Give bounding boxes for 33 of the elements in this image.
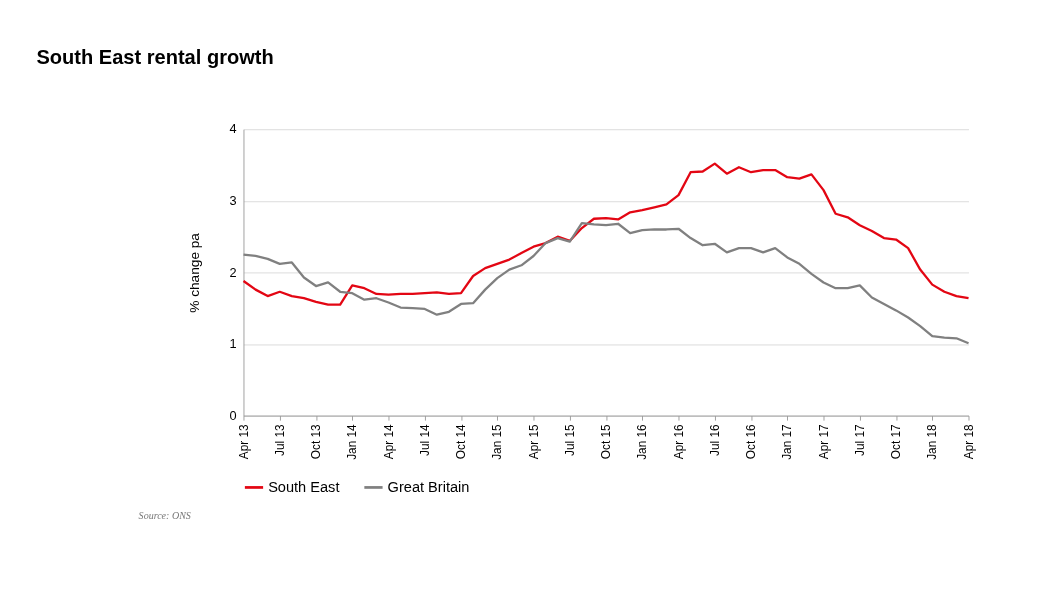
x-tick-label: Oct 15 [599, 423, 614, 460]
x-tick-label: Apr 18 [961, 423, 976, 460]
legend-label: Great Britain [387, 479, 470, 495]
y-tick-label: 1 [229, 336, 237, 352]
x-tick-label: Oct 14 [454, 423, 469, 460]
x-tick-label: Jan 16 [635, 423, 650, 460]
y-tick-label: 4 [229, 121, 237, 137]
x-tick-label: Jan 14 [345, 423, 360, 460]
x-tick-label: Jul 13 [272, 423, 287, 456]
x-tick-label: Jan 18 [925, 423, 940, 460]
line-series [242, 162, 970, 306]
x-tick-label: Jul 14 [417, 423, 432, 456]
source-note: Source: ONS [138, 509, 191, 521]
y-tick-label: 3 [229, 192, 237, 208]
x-tick-label: Oct 17 [889, 424, 904, 460]
x-tick-label: Oct 16 [744, 423, 759, 460]
x-tick-label: Apr 17 [816, 424, 831, 460]
x-tick-label: Apr 14 [381, 423, 396, 460]
x-tick-label: Jan 17 [780, 424, 795, 460]
x-tick-label: Jul 17 [852, 424, 867, 456]
x-tick-label: Jul 16 [707, 423, 722, 456]
x-tick-label: Apr 16 [671, 423, 686, 460]
x-tick-label: Jan 15 [490, 423, 505, 460]
x-tick-label: Apr 15 [526, 423, 541, 460]
chart-title: South East rental growth [36, 45, 274, 68]
y-tick-label: 0 [229, 407, 237, 423]
legend-label: South East [268, 479, 340, 495]
x-tick-label: Jul 15 [562, 423, 577, 456]
y-axis-title: % change pa [187, 232, 203, 313]
y-tick-label: 2 [229, 264, 237, 280]
x-tick-label: Apr 13 [236, 423, 251, 460]
line-series [242, 221, 970, 345]
x-tick-label: Oct 13 [309, 423, 324, 460]
